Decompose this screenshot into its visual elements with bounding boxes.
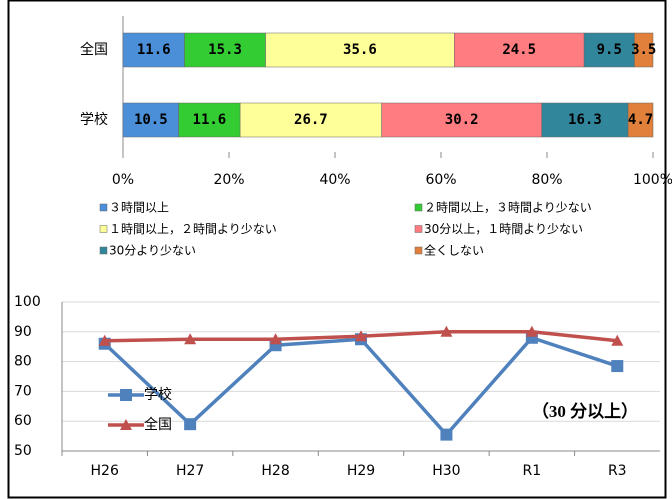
data-label: 16.3 <box>568 112 602 128</box>
y-tick-label: 60 <box>14 413 32 429</box>
y-tick-label: 学校 <box>80 111 108 128</box>
x-tick-label: 0% <box>112 172 134 188</box>
point <box>120 389 132 401</box>
data-label: 11.6 <box>193 112 227 128</box>
bar-segment <box>454 32 585 68</box>
x-tick-label: 20% <box>213 172 244 188</box>
point <box>120 419 132 430</box>
point <box>98 334 111 346</box>
bar-segment <box>381 102 542 138</box>
legend-swatch <box>99 203 108 212</box>
point <box>611 360 624 373</box>
legend-label: 30分以上，１時間より少ない <box>424 222 583 236</box>
x-tick-label: R1 <box>523 463 542 479</box>
bar-segment <box>122 32 185 68</box>
legend-label: ２時間以上，３時間より少ない <box>424 201 592 215</box>
x-tick-label: H29 <box>347 463 375 479</box>
legend-swatch <box>99 225 108 233</box>
data-label: 4.7 <box>628 112 653 128</box>
bar-segment <box>583 32 635 68</box>
legend-swatch <box>414 246 423 255</box>
data-label: 35.6 <box>343 42 377 58</box>
data-label: 9.5 <box>597 42 622 58</box>
y-tick-label: 全国 <box>80 41 108 58</box>
point <box>440 325 453 337</box>
frame <box>7 0 667 499</box>
data-label: 11.6 <box>137 42 171 58</box>
x-tick-label: 100% <box>633 172 672 188</box>
y-tick-label: 90 <box>14 324 32 340</box>
bar-segment <box>634 32 654 68</box>
legend-label: 全くしない <box>424 243 484 258</box>
bar-segment <box>541 102 629 138</box>
point <box>184 333 197 345</box>
data-label: 26.7 <box>294 112 328 128</box>
x-tick-label: 60% <box>425 172 456 188</box>
x-tick-label: H28 <box>261 463 289 479</box>
bar-segment <box>184 32 266 68</box>
point <box>355 330 367 342</box>
x-tick-label: H30 <box>432 463 460 479</box>
data-label: 10.5 <box>134 112 168 128</box>
bar-segment <box>265 32 455 68</box>
x-tick-label: H27 <box>176 463 204 479</box>
legend-label: 学校 <box>144 386 172 403</box>
legend-swatch <box>414 203 423 212</box>
legend-label: １時間以上，２時間より少ない <box>109 222 277 236</box>
y-tick-label: 100 <box>14 294 41 310</box>
x-tick-label: 80% <box>531 172 562 188</box>
y-tick-label: 70 <box>14 383 32 399</box>
y-tick-label: 50 <box>14 443 32 459</box>
legend-swatch <box>414 225 423 233</box>
legend-label: 30分より少ない <box>109 244 196 258</box>
data-label: 30.2 <box>445 112 479 128</box>
point <box>184 418 197 431</box>
y-tick-label: 80 <box>14 354 32 370</box>
point <box>611 334 624 346</box>
point <box>269 333 282 345</box>
x-tick-label: H26 <box>91 463 119 479</box>
point <box>525 325 538 337</box>
data-label: 15.3 <box>208 42 242 58</box>
legend-swatch <box>99 246 108 255</box>
x-tick-label: 40% <box>319 172 350 188</box>
bar-segment <box>239 102 382 138</box>
x-tick-label: R3 <box>608 463 627 479</box>
legend-label: 全国 <box>144 416 172 433</box>
data-label: 3.5 <box>631 42 656 58</box>
data-label: 24.5 <box>502 42 536 58</box>
annotation: （30 分以上） <box>532 401 638 421</box>
bar-segment <box>627 102 654 138</box>
point <box>440 428 453 441</box>
legend-label: ３時間以上 <box>109 201 169 215</box>
